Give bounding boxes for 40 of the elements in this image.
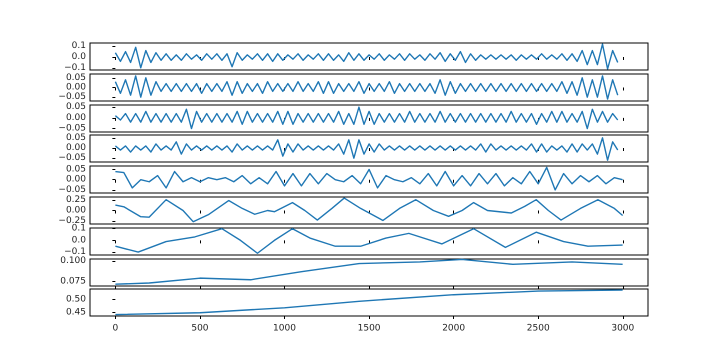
y-tick-label: 0.075 [60, 276, 86, 286]
x-tick-label: 1500 [358, 324, 381, 334]
y-tick-label: −0.05 [58, 123, 86, 134]
line-series [114, 197, 624, 222]
y-tick-label: 0.05 [66, 133, 86, 144]
y-tick-label: 0.05 [66, 102, 86, 112]
x-tick-label: 2000 [442, 324, 466, 334]
y-tick-label: 0.45 [66, 308, 86, 318]
y-tick-label: 0.05 [66, 72, 86, 83]
y-tick-label: −0.05 [58, 92, 86, 102]
x-tick-label: 500 [191, 324, 209, 334]
y-tick-label: 0.50 [66, 294, 86, 305]
y-tick-label: 0.1 [72, 41, 86, 52]
line-series [114, 228, 624, 254]
y-tick-label: 0.1 [72, 224, 86, 234]
y-tick-label: 0.05 [66, 164, 86, 175]
y-tick-label: −0.1 [64, 62, 86, 73]
y-tick-label: 0.0 [72, 52, 86, 62]
y-tick-label: 0.00 [66, 82, 86, 92]
line-series [114, 75, 618, 100]
y-tick-label: −0.05 [58, 154, 86, 164]
y-tick-label: 0.00 [66, 143, 86, 154]
x-tick-label: 3000 [611, 324, 635, 334]
y-tick-label: 0.100 [60, 256, 86, 266]
x-tick-label: 1000 [273, 324, 296, 334]
x-tick-label: 2500 [526, 324, 550, 334]
line-series [114, 106, 618, 129]
x-tick-label: 0 [112, 324, 119, 334]
y-tick-label: −0.1 [64, 246, 86, 257]
y-tick-label: 0.0 [72, 235, 86, 246]
y-tick-label: 0.00 [66, 206, 86, 216]
line-series [114, 290, 624, 316]
y-tick-label: 0.25 [66, 195, 86, 206]
line-series [114, 258, 624, 285]
line-series [114, 43, 618, 70]
line-series [114, 166, 624, 191]
y-tick-label: −0.05 [58, 185, 86, 196]
line-series [114, 138, 618, 162]
y-tick-label: 0.00 [66, 112, 86, 122]
y-tick-label: 0.00 [66, 174, 86, 185]
